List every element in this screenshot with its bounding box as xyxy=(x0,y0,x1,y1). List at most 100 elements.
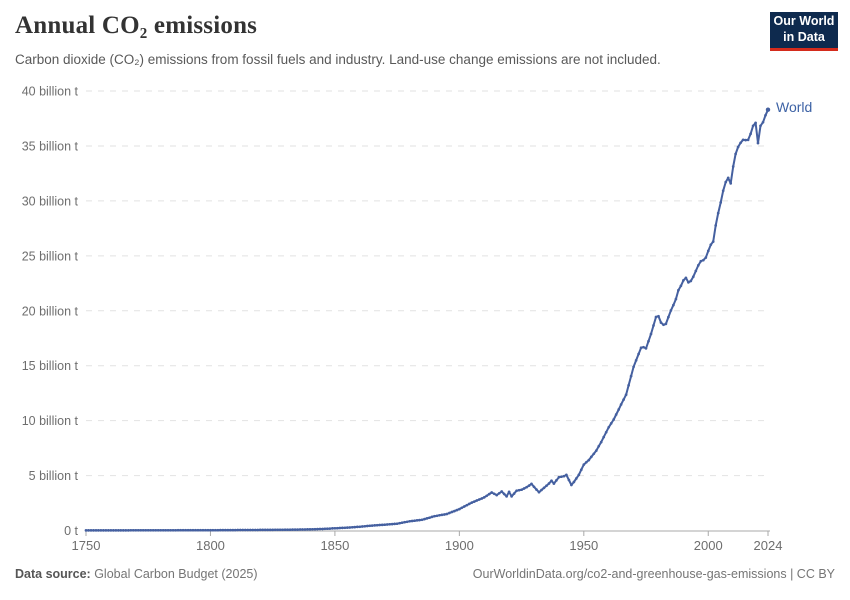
data-point xyxy=(517,488,521,492)
y-tick-label: 0 t xyxy=(64,524,78,538)
data-point xyxy=(164,528,167,532)
owid-logo[interactable]: Our World in Data xyxy=(770,12,838,51)
data-point xyxy=(642,345,645,349)
data-point xyxy=(634,359,638,362)
chart-title: Annual CO₂ emissions xyxy=(15,12,258,39)
y-tick-label: 20 billion t xyxy=(22,304,79,318)
data-point xyxy=(273,528,277,532)
data-point xyxy=(550,479,553,483)
data-point xyxy=(286,528,289,532)
data-point xyxy=(669,309,673,312)
x-tick-label: 1850 xyxy=(320,538,349,553)
data-point xyxy=(716,211,720,215)
data-point xyxy=(614,413,618,416)
world-series[interactable] xyxy=(84,107,771,532)
data-point xyxy=(363,524,367,528)
data-point xyxy=(131,528,135,532)
data-point xyxy=(764,113,767,117)
data-point xyxy=(321,527,324,531)
data-point xyxy=(179,528,182,532)
data-point xyxy=(199,528,202,532)
data-point xyxy=(423,517,426,521)
data-point xyxy=(537,490,541,494)
data-point xyxy=(368,524,372,528)
data-point xyxy=(515,489,518,493)
data-point xyxy=(383,523,387,527)
data-point xyxy=(355,525,359,529)
data-point xyxy=(420,518,424,522)
data-point xyxy=(522,487,526,490)
data-point xyxy=(589,455,593,459)
data-point xyxy=(298,528,302,531)
data-point xyxy=(532,485,536,489)
data-point xyxy=(229,528,232,532)
data-point xyxy=(696,264,700,267)
data-point xyxy=(492,492,496,496)
y-tick-label: 30 billion t xyxy=(22,194,79,208)
data-point xyxy=(736,145,740,149)
data-point xyxy=(124,529,128,532)
data-point xyxy=(373,524,377,527)
data-point xyxy=(331,527,334,530)
data-source-label: Data source: xyxy=(15,567,91,581)
data-point xyxy=(502,492,506,496)
data-point xyxy=(462,505,466,508)
data-point xyxy=(582,463,586,466)
y-tick-label: 5 billion t xyxy=(29,469,79,483)
data-point xyxy=(380,523,384,527)
data-point xyxy=(171,528,175,532)
data-point xyxy=(107,529,110,532)
data-point xyxy=(587,458,591,462)
data-point xyxy=(139,528,143,532)
data-point xyxy=(318,527,322,531)
data-point xyxy=(612,418,616,421)
data-point xyxy=(490,491,494,494)
data-point xyxy=(597,444,601,448)
data-point xyxy=(400,521,404,525)
data-point xyxy=(555,479,558,482)
y-tick-label: 10 billion t xyxy=(22,414,79,428)
data-point xyxy=(560,475,563,479)
chart-subtitle: Carbon dioxide (CO₂) emissions from foss… xyxy=(15,52,661,67)
data-point xyxy=(378,523,382,527)
data-point xyxy=(649,332,653,336)
data-point xyxy=(328,527,332,530)
data-point xyxy=(114,529,118,532)
data-point xyxy=(689,279,693,283)
data-point xyxy=(224,528,227,532)
data-point xyxy=(709,243,713,247)
data-point xyxy=(415,519,419,522)
data-point xyxy=(691,275,695,279)
data-point xyxy=(97,529,100,532)
data-point xyxy=(89,529,93,532)
data-point xyxy=(684,276,688,280)
data-point xyxy=(365,524,369,528)
axes: 0 t 5 billion t 10 billion t 15 billion t 20… xyxy=(22,85,783,554)
data-point xyxy=(360,525,364,528)
data-point xyxy=(253,528,257,532)
data-point xyxy=(102,529,105,532)
data-point xyxy=(567,478,571,482)
data-point xyxy=(92,529,95,532)
data-point xyxy=(278,528,282,532)
world-line[interactable] xyxy=(86,109,769,532)
data-point xyxy=(687,281,690,284)
data-point xyxy=(430,515,434,519)
data-point xyxy=(644,347,648,350)
data-point xyxy=(731,165,735,168)
data-point xyxy=(216,528,220,532)
data-point xyxy=(694,269,698,273)
data-point xyxy=(263,528,267,532)
y-tick-label: 15 billion t xyxy=(22,359,79,373)
data-point xyxy=(448,511,451,515)
data-point xyxy=(632,365,635,369)
x-tick-label: 1750 xyxy=(72,538,101,553)
data-point xyxy=(104,529,108,532)
data-point xyxy=(246,528,250,532)
data-point xyxy=(238,528,242,532)
data-point xyxy=(455,508,459,512)
credit-line[interactable]: OurWorldinData.org/co2-and-greenhouse-ga… xyxy=(472,567,835,581)
data-point xyxy=(604,430,608,434)
data-point xyxy=(385,523,389,526)
